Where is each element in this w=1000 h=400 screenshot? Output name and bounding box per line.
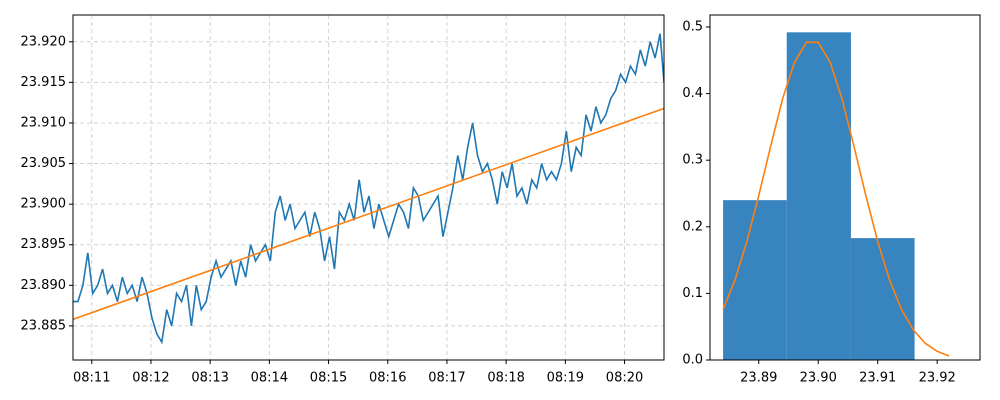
x-tick-label: 08:19 bbox=[547, 371, 584, 386]
y-tick-label: 23.905 bbox=[21, 156, 67, 171]
y-tick-label: 23.910 bbox=[21, 115, 67, 130]
plot-frame bbox=[72, 14, 665, 361]
x-tick-label: 08:11 bbox=[73, 371, 110, 386]
hist-bar bbox=[723, 200, 787, 360]
y-tick-label: 23.920 bbox=[21, 34, 67, 49]
x-tick-label: 08:18 bbox=[487, 371, 524, 386]
x-tick-label: 23.90 bbox=[800, 371, 837, 386]
x-tick-label: 08:13 bbox=[191, 371, 228, 386]
y-tick-label: 23.895 bbox=[21, 237, 67, 252]
hist-bar bbox=[786, 32, 851, 361]
x-tick-label: 23.92 bbox=[919, 371, 956, 386]
y-tick-label: 0.0 bbox=[682, 353, 703, 368]
y-tick-label: 0.4 bbox=[682, 86, 703, 101]
density-curve bbox=[722, 41, 950, 357]
x-tick-label: 08:20 bbox=[606, 371, 643, 386]
series-line bbox=[73, 33, 664, 345]
x-tick-label: 23.91 bbox=[859, 371, 896, 386]
x-tick-label: 08:16 bbox=[369, 371, 406, 386]
y-tick-label: 0.2 bbox=[682, 219, 703, 234]
subplot: 23.885 23.890 23.895 23.900 23.905 23.910 23.9… bbox=[21, 14, 665, 386]
x-tick-label: 23.89 bbox=[740, 371, 777, 386]
x-tick-label: 08:17 bbox=[428, 371, 465, 386]
series-line bbox=[73, 107, 664, 321]
x-tick-label: 08:14 bbox=[251, 371, 288, 386]
subplot: 0.0 0.1 0.2 0.3 0.4 0.5 23.89 23.90 23.91 23.92 bbox=[682, 14, 981, 386]
x-tick-label: 08:12 bbox=[132, 371, 169, 386]
y-tick-label: 0.5 bbox=[682, 19, 703, 34]
y-tick-label: 23.890 bbox=[21, 278, 67, 293]
plot-frame bbox=[709, 14, 981, 361]
y-tick-label: 23.885 bbox=[21, 318, 67, 333]
y-tick-label: 23.915 bbox=[21, 75, 67, 90]
x-tick-label: 08:15 bbox=[310, 371, 347, 386]
y-tick-label: 23.900 bbox=[21, 197, 67, 212]
y-tick-label: 0.3 bbox=[682, 153, 703, 168]
y-tick-label: 0.1 bbox=[682, 286, 703, 301]
